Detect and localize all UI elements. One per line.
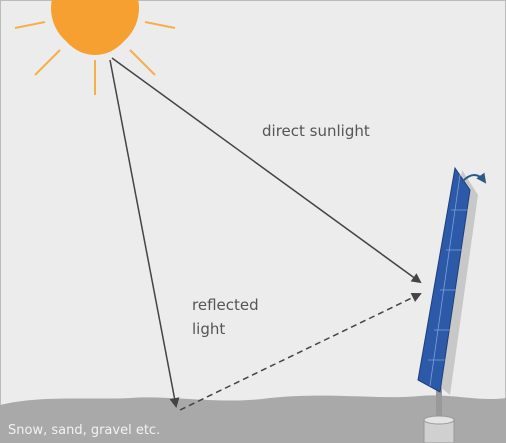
base-top bbox=[424, 416, 454, 424]
reflected-label: reflected bbox=[192, 296, 259, 314]
diagram: direct sunlight reflected light Snow, sa… bbox=[0, 0, 506, 443]
diagram-canvas: direct sunlight reflected light Snow, sa… bbox=[0, 0, 506, 443]
ground-label: Snow, sand, gravel etc. bbox=[8, 423, 160, 438]
reflected-label: light bbox=[192, 320, 225, 338]
direct-label: direct sunlight bbox=[262, 122, 370, 140]
